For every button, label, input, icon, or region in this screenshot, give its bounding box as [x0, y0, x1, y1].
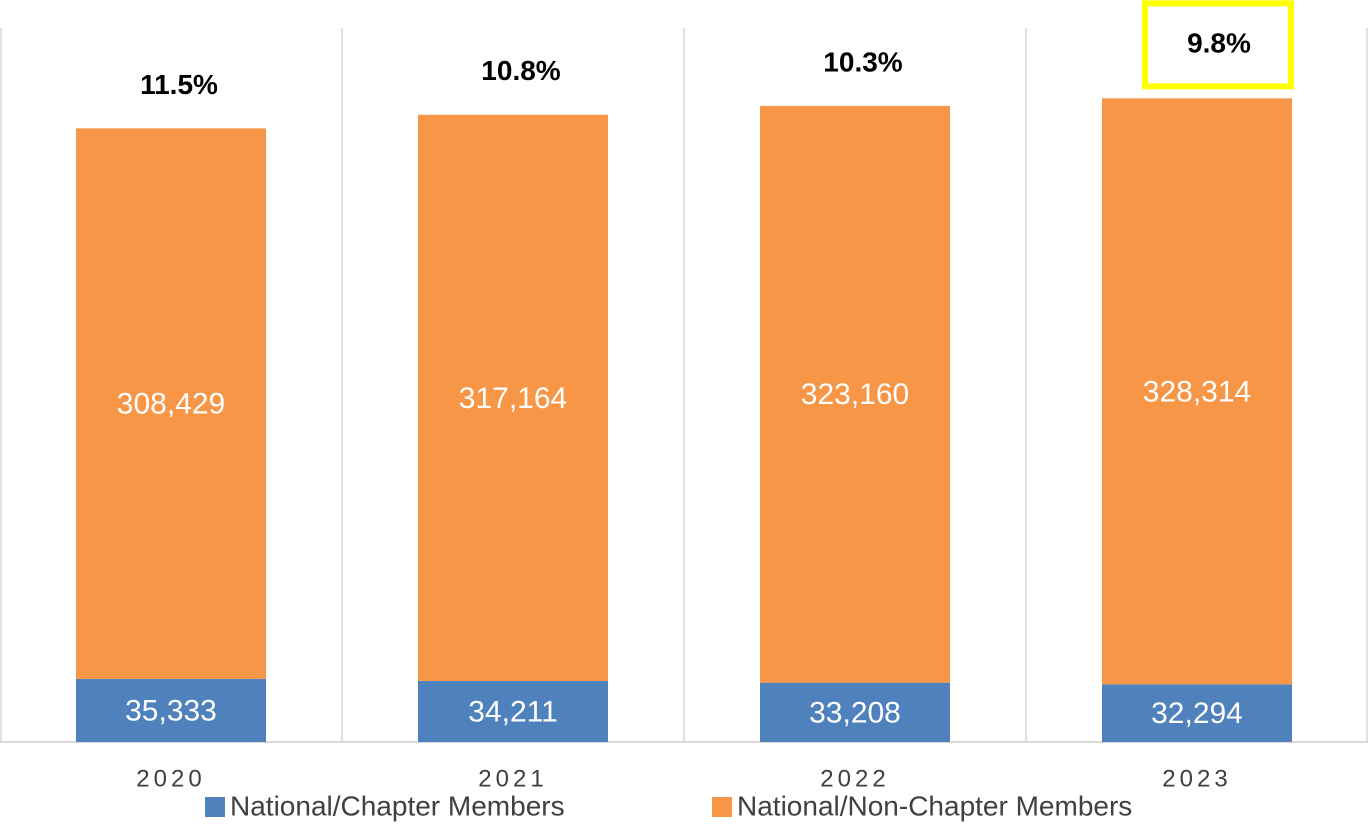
bar-segment	[418, 114, 608, 681]
x-tick-label: 2022	[820, 765, 889, 792]
legend-label: National/Non-Chapter Members	[737, 790, 1132, 821]
annotation: 11.5%	[140, 69, 218, 100]
data-label: 32,294	[1151, 697, 1243, 730]
x-tick-label: 2021	[478, 765, 547, 792]
legend-swatch	[712, 797, 732, 817]
bar-segment	[76, 128, 266, 679]
bar-segment	[760, 682, 950, 742]
legend-label: National/Chapter Members	[230, 790, 565, 821]
data-label: 34,211	[468, 695, 558, 728]
annotation: 10.8%	[481, 55, 560, 86]
data-label: 308,429	[117, 388, 225, 421]
data-label: 323,160	[801, 378, 909, 411]
bar-segment	[1102, 98, 1292, 685]
x-tick-label: 2020	[136, 765, 205, 792]
x-tick-label: 2023	[1162, 765, 1231, 792]
highlight-box	[1142, 0, 1294, 90]
data-label: 317,164	[459, 382, 567, 415]
annotation: 9.8%	[1187, 28, 1251, 59]
bar-segment	[418, 680, 608, 742]
legend-swatch	[205, 797, 225, 817]
bar-segment	[1102, 684, 1292, 742]
data-label: 33,208	[809, 696, 901, 729]
bar-segment	[76, 678, 266, 742]
annotation: 10.3%	[823, 46, 902, 77]
data-label: 35,333	[125, 694, 217, 727]
bar-segment	[760, 105, 950, 683]
data-label: 328,314	[1143, 375, 1251, 408]
